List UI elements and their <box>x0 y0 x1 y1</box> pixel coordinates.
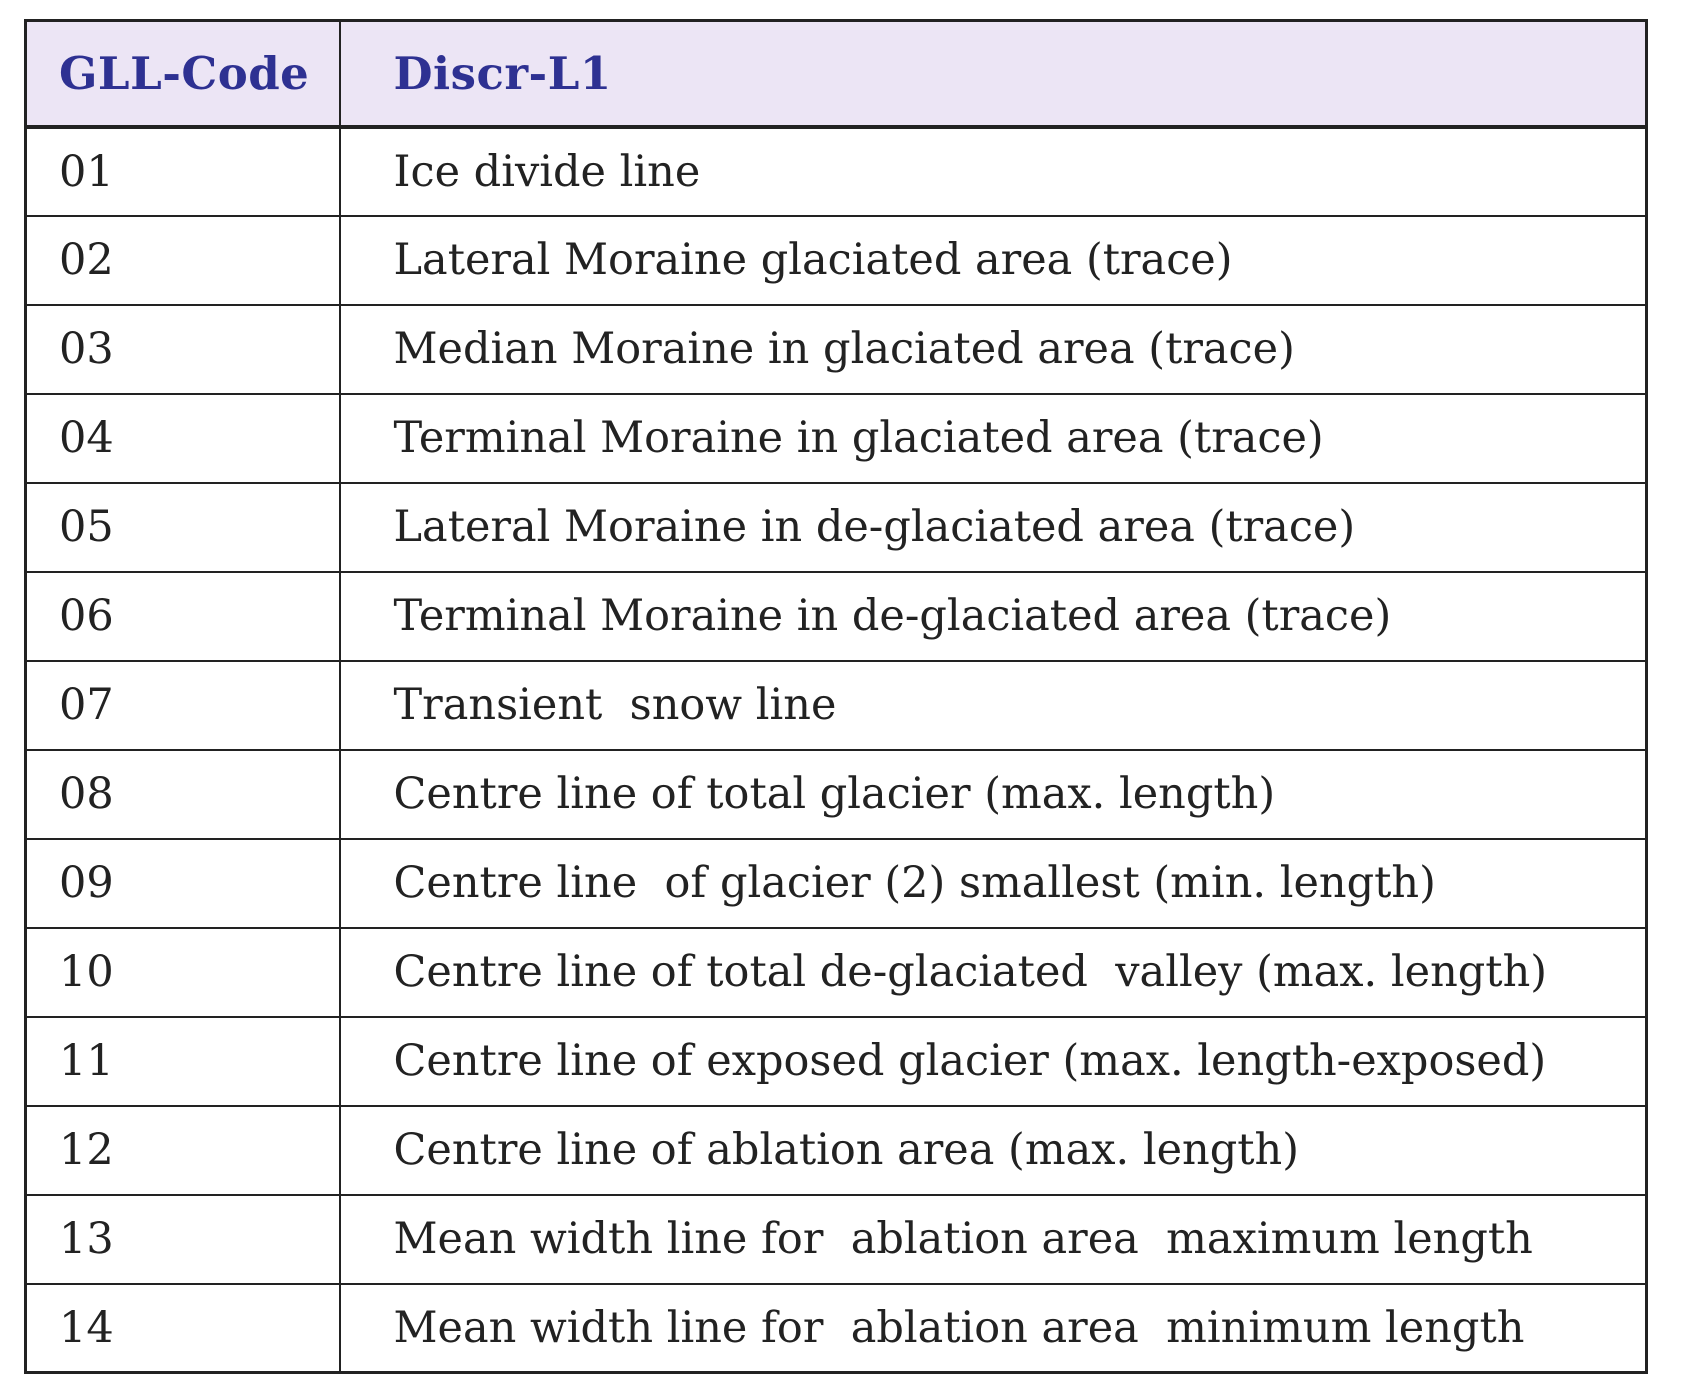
row-description: Centre line of total de-glaciated valley… <box>338 926 1648 1018</box>
header-row: GLL-Code Discr-L1 <box>24 19 1648 129</box>
table-row: 01 Ice divide line <box>24 125 1648 217</box>
table-row: 03 Median Moraine in glaciated area (tra… <box>24 303 1648 395</box>
table-row: 10 Centre line of total de-glaciated val… <box>24 926 1648 1018</box>
row-code: 06 <box>24 570 341 662</box>
row-code: 02 <box>24 214 341 306</box>
row-description: Transient snow line <box>338 659 1648 751</box>
table-row: 06 Terminal Moraine in de-glaciated area… <box>24 570 1648 662</box>
row-code: 04 <box>24 392 341 484</box>
row-code: 10 <box>24 926 341 1018</box>
row-description: Centre line of glacier (2) smallest (min… <box>338 837 1648 929</box>
row-description: Median Moraine in glaciated area (trace) <box>338 303 1648 395</box>
table-row: 13 Mean width line for ablation area max… <box>24 1193 1648 1285</box>
table-row: 07 Transient snow line <box>24 659 1648 751</box>
row-code: 09 <box>24 837 341 929</box>
table-row: 14 Mean width line for ablation area min… <box>24 1282 1648 1374</box>
row-code: 13 <box>24 1193 341 1285</box>
table-row: 09 Centre line of glacier (2) smallest (… <box>24 837 1648 929</box>
row-code: 05 <box>24 481 341 573</box>
header-gll-code: GLL-Code <box>24 19 341 129</box>
table-row: 04 Terminal Moraine in glaciated area (t… <box>24 392 1648 484</box>
row-code: 07 <box>24 659 341 751</box>
row-code: 11 <box>24 1015 341 1107</box>
table-header: GLL-Code Discr-L1 <box>24 19 1648 129</box>
row-description: Lateral Moraine glaciated area (trace) <box>338 214 1648 306</box>
row-description: Mean width line for ablation area maximu… <box>338 1193 1648 1285</box>
row-code: 14 <box>24 1282 341 1374</box>
gll-code-table: GLL-Code Discr-L1 01 Ice divide line 02 … <box>24 19 1648 1374</box>
row-description: Terminal Moraine in glaciated area (trac… <box>338 392 1648 484</box>
row-description: Mean width line for ablation area minimu… <box>338 1282 1648 1374</box>
row-description: Centre line of ablation area (max. lengt… <box>338 1104 1648 1196</box>
gll-code-table-container: GLL-Code Discr-L1 01 Ice divide line 02 … <box>24 19 1648 1374</box>
table-row: 11 Centre line of exposed glacier (max. … <box>24 1015 1648 1107</box>
row-description: Centre line of total glacier (max. lengt… <box>338 748 1648 840</box>
row-description: Centre line of exposed glacier (max. len… <box>338 1015 1648 1107</box>
header-discr-l1: Discr-L1 <box>338 19 1648 129</box>
table-row: 12 Centre line of ablation area (max. le… <box>24 1104 1648 1196</box>
row-code: 01 <box>24 125 341 217</box>
row-code: 12 <box>24 1104 341 1196</box>
row-code: 08 <box>24 748 341 840</box>
row-description: Terminal Moraine in de-glaciated area (t… <box>338 570 1648 662</box>
row-description: Lateral Moraine in de-glaciated area (tr… <box>338 481 1648 573</box>
table-row: 05 Lateral Moraine in de-glaciated area … <box>24 481 1648 573</box>
table-body: 01 Ice divide line 02 Lateral Moraine gl… <box>24 125 1648 1374</box>
table-row: 02 Lateral Moraine glaciated area (trace… <box>24 214 1648 306</box>
row-code: 03 <box>24 303 341 395</box>
row-description: Ice divide line <box>338 125 1648 217</box>
table-row: 08 Centre line of total glacier (max. le… <box>24 748 1648 840</box>
